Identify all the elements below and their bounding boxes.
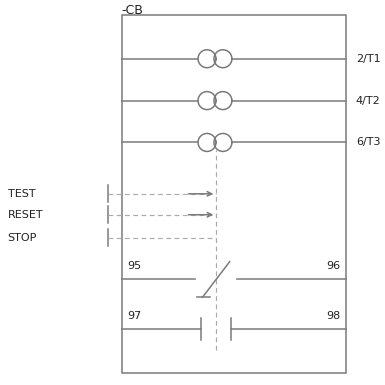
Text: 97: 97	[127, 311, 142, 321]
Text: 4/T2: 4/T2	[356, 95, 380, 105]
Bar	[122, 15, 346, 373]
Text: 6/T3: 6/T3	[356, 137, 380, 147]
Text: 2/T1: 2/T1	[356, 54, 380, 64]
Text: RESET: RESET	[8, 210, 43, 220]
Text: -CB: -CB	[122, 4, 144, 17]
Text: STOP: STOP	[8, 233, 37, 243]
Text: 96: 96	[326, 261, 340, 271]
Text: 98: 98	[326, 311, 340, 321]
Text: TEST: TEST	[8, 189, 35, 199]
Text: 95: 95	[127, 261, 142, 271]
